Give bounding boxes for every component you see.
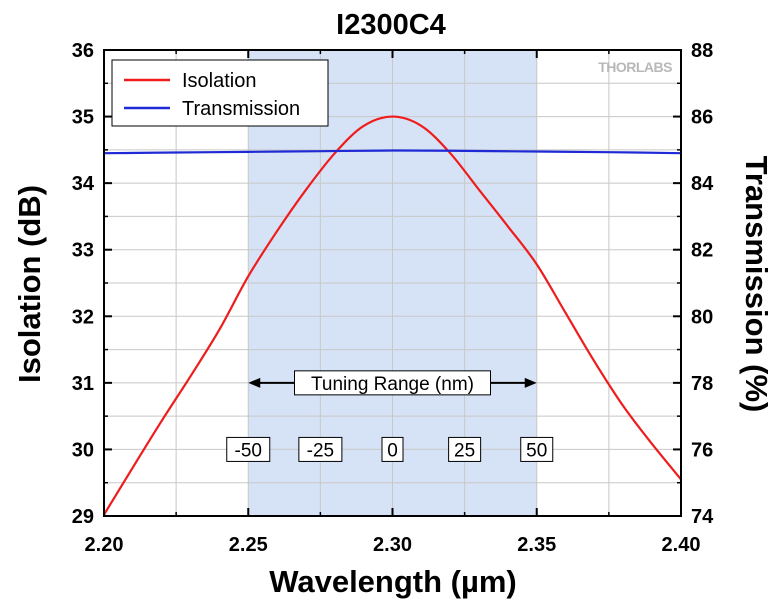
tuning-marker-label: 50 bbox=[526, 440, 547, 461]
series-line-transmission bbox=[103, 149, 682, 155]
x-tick-label: 2.25 bbox=[229, 534, 268, 556]
series-line-isolation bbox=[103, 115, 682, 516]
tuning-marker-label: -25 bbox=[307, 440, 334, 461]
x-tick-label: 2.30 bbox=[373, 534, 412, 556]
y-tick-label: 33 bbox=[72, 240, 94, 262]
y-tick-label: 31 bbox=[72, 373, 94, 395]
tuning-marker-box bbox=[381, 436, 404, 462]
y2-tick-label: 82 bbox=[691, 240, 713, 262]
chart-title: I2300C4 bbox=[336, 9, 446, 41]
tuning-marker-label: 25 bbox=[454, 440, 475, 461]
y-tick-label: 36 bbox=[72, 40, 94, 62]
tuning-range-label: Tuning Range (nm) bbox=[311, 374, 474, 395]
y-tick-label: 35 bbox=[72, 107, 94, 129]
y-tick-label: 29 bbox=[72, 506, 94, 528]
y2-tick-label: 74 bbox=[691, 506, 714, 528]
legend-label-isolation: Isolation bbox=[182, 70, 257, 92]
tuning-marker-box bbox=[520, 436, 554, 462]
tuning-marker-label: 0 bbox=[387, 440, 398, 461]
y-tick-label: 30 bbox=[72, 439, 94, 461]
legend-box bbox=[111, 59, 329, 127]
y2-tick-label: 86 bbox=[691, 107, 713, 129]
tuning-marker-box bbox=[448, 436, 482, 462]
y2-tick-label: 78 bbox=[691, 373, 713, 395]
x-tick-label: 2.35 bbox=[517, 534, 556, 556]
legend-label-transmission: Transmission bbox=[182, 98, 300, 120]
y2-axis-title: Transmission (%) bbox=[739, 156, 774, 413]
thorlabs-logo: THORLABS bbox=[598, 59, 672, 75]
y-tick-label: 32 bbox=[72, 306, 94, 328]
tuning-marker-label: -50 bbox=[235, 440, 262, 461]
y-tick-label: 34 bbox=[72, 173, 95, 195]
x-tick-label: 2.40 bbox=[662, 534, 701, 556]
tuning-marker-box bbox=[226, 436, 271, 462]
x-tick-label: 2.20 bbox=[85, 534, 124, 556]
tuning-marker-box bbox=[298, 436, 343, 462]
y-axis-title: Isolation (dB) bbox=[12, 185, 47, 383]
y2-tick-label: 88 bbox=[691, 40, 713, 62]
y2-tick-label: 84 bbox=[691, 173, 714, 195]
y2-tick-label: 76 bbox=[691, 439, 713, 461]
tuning-range-label-box bbox=[294, 370, 491, 396]
x-axis-title: Wavelength (µm) bbox=[269, 564, 517, 599]
tuning-range-arrow-left-head bbox=[248, 377, 261, 388]
y2-tick-label: 80 bbox=[691, 306, 713, 328]
tuning-range-arrow-right-head bbox=[524, 377, 537, 388]
